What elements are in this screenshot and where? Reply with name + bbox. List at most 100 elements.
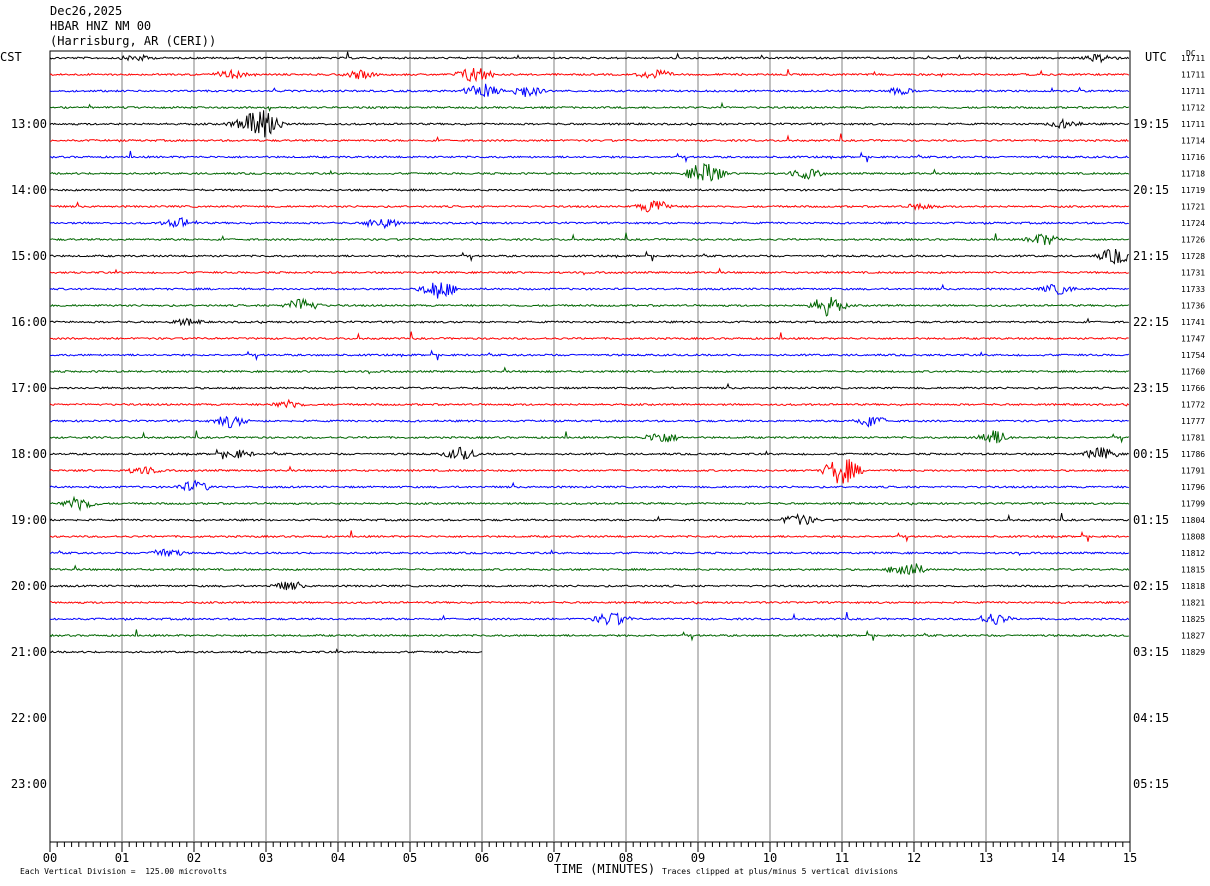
trace-row <box>49 495 1130 512</box>
dc-offset-label: 11726 <box>1181 236 1205 245</box>
dc-offset-label: 11714 <box>1181 137 1205 146</box>
utc-hour-label: 20:15 <box>1133 183 1169 197</box>
trace-row <box>49 366 1130 375</box>
header-station: HBAR HNZ NM 00 <box>50 19 152 33</box>
x-tick-label: 05 <box>403 851 417 865</box>
division-note: Each Vertical Division = 125.00 microvol… <box>20 867 228 876</box>
trace-row <box>49 150 1129 164</box>
cst-hour-label: 14:00 <box>11 183 47 197</box>
utc-hour-label: 21:15 <box>1133 249 1169 263</box>
dc-offset-label: 11766 <box>1181 384 1205 393</box>
x-tick-label: 10 <box>763 851 777 865</box>
trace-row <box>49 51 1130 64</box>
trace-row <box>49 216 1129 230</box>
cst-hour-label: 18:00 <box>11 447 47 461</box>
right-zone-label: UTC <box>1145 50 1167 64</box>
dc-offset-label: 11712 <box>1181 104 1205 113</box>
trace-row <box>49 317 1129 327</box>
trace-row <box>50 600 1129 605</box>
header-date: Dec26,2025 <box>50 4 123 18</box>
dc-offset-label: 11733 <box>1181 285 1205 294</box>
trace-row <box>49 282 1129 299</box>
trace-row <box>50 296 1130 317</box>
trace-row <box>49 101 1129 112</box>
trace-row <box>49 548 1130 558</box>
trace-row <box>49 83 1130 98</box>
trace-row <box>49 430 1130 444</box>
dc-offset-label: 11781 <box>1181 434 1205 443</box>
trace-row <box>49 267 1129 276</box>
dc-offset-label: 11721 <box>1181 203 1205 212</box>
x-tick-label: 09 <box>691 851 705 865</box>
dc-offset-label: 11772 <box>1181 401 1205 410</box>
x-tick-label: 01 <box>115 851 129 865</box>
dc-offset-label: 11825 <box>1181 615 1205 624</box>
utc-hour-label: 23:15 <box>1133 381 1169 395</box>
dc-offset-label: 11711 <box>1181 87 1205 96</box>
dc-offset-label: 11796 <box>1181 483 1205 492</box>
x-tick-label: 00 <box>43 851 57 865</box>
trace-row <box>49 349 1130 362</box>
cst-hour-label: 20:00 <box>11 579 47 593</box>
trace-row <box>49 110 1130 138</box>
dc-offset-label: 11799 <box>1181 500 1205 509</box>
cst-hour-label: 22:00 <box>11 711 47 725</box>
trace-row <box>49 512 1130 526</box>
x-tick-label: 15 <box>1123 851 1137 865</box>
dc-offset-label: 11827 <box>1181 632 1205 641</box>
dc-offset-label: 11731 <box>1181 269 1205 278</box>
dc-label: DC <box>1186 49 1196 58</box>
dc-offset-label: 11812 <box>1181 549 1205 558</box>
dc-offset-label: 11754 <box>1181 351 1205 360</box>
utc-hour-label: 02:15 <box>1133 579 1169 593</box>
x-tick-label: 13 <box>979 851 993 865</box>
dc-offset-label: 11747 <box>1181 335 1205 344</box>
trace-row <box>49 612 1130 626</box>
trace-row <box>49 446 1130 460</box>
utc-hour-label: 03:15 <box>1133 645 1169 659</box>
trace-row <box>49 581 1129 591</box>
trace-row <box>49 479 1129 492</box>
trace-row <box>49 68 1130 83</box>
dc-offset-label: 11791 <box>1181 467 1205 476</box>
dc-offset-label: 11786 <box>1181 450 1205 459</box>
trace-row <box>49 133 1129 143</box>
trace-row <box>49 459 1130 484</box>
dc-offset-label: 11711 <box>1181 120 1205 129</box>
clip-note: Traces clipped at plus/minus 5 vertical … <box>662 867 899 876</box>
dc-offset-label: 11829 <box>1181 648 1205 657</box>
dc-offset-label: 11815 <box>1181 566 1205 575</box>
dc-offset-label: 11777 <box>1181 417 1205 426</box>
cst-hour-label: 19:00 <box>11 513 47 527</box>
dc-offset-label: 11741 <box>1181 318 1205 327</box>
cst-hour-label: 15:00 <box>11 249 47 263</box>
x-tick-label: 02 <box>187 851 201 865</box>
utc-hour-label: 22:15 <box>1133 315 1169 329</box>
x-tick-label: 12 <box>907 851 921 865</box>
dc-offset-label: 11821 <box>1181 599 1205 608</box>
trace-row <box>49 648 483 654</box>
x-tick-label: 06 <box>475 851 489 865</box>
trace-row <box>49 188 1129 192</box>
dc-offset-label: 11724 <box>1181 219 1205 228</box>
trace-row <box>49 530 1129 543</box>
x-tick-label: 11 <box>835 851 849 865</box>
cst-hour-label: 21:00 <box>11 645 47 659</box>
utc-hour-label: 05:15 <box>1133 777 1169 791</box>
dc-offset-label: 11804 <box>1181 516 1205 525</box>
trace-row <box>49 232 1130 246</box>
trace-row <box>49 629 1129 642</box>
utc-hour-label: 19:15 <box>1133 117 1169 131</box>
utc-hour-label: 04:15 <box>1133 711 1169 725</box>
trace-row <box>49 382 1130 390</box>
dc-offset-label: 11711 <box>1181 71 1205 80</box>
utc-hour-label: 00:15 <box>1133 447 1169 461</box>
left-zone-label: CST <box>0 50 22 64</box>
cst-hour-label: 17:00 <box>11 381 47 395</box>
dc-offset-label: 11718 <box>1181 170 1205 179</box>
x-tick-label: 14 <box>1051 851 1065 865</box>
trace-row <box>49 331 1129 341</box>
cst-hour-label: 23:00 <box>11 777 47 791</box>
dc-offset-label: 11760 <box>1181 368 1205 377</box>
